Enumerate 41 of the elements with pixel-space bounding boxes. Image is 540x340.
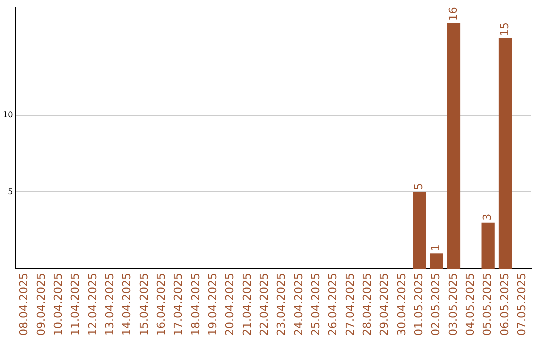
x-tick-label: 15.04.2025 xyxy=(138,273,151,336)
x-tick-label: 30.04.2025 xyxy=(395,273,408,336)
x-tick-label: 07.05.2025 xyxy=(516,273,529,336)
x-tick-label: 28.04.2025 xyxy=(361,273,374,336)
x-tick-label: 05.05.2025 xyxy=(481,273,494,336)
bar xyxy=(498,38,512,270)
x-tick-label: 08.04.2025 xyxy=(18,273,31,336)
x-tick-label: 01.05.2025 xyxy=(412,273,426,336)
bar xyxy=(447,23,461,270)
x-tick-label: 23.04.2025 xyxy=(275,273,288,336)
x-tick-label: 20.04.2025 xyxy=(224,273,237,336)
x-tick-label: 10.04.2025 xyxy=(52,273,65,336)
x-tick-label: 06.05.2025 xyxy=(498,273,512,336)
data-label: 1 xyxy=(430,244,443,252)
x-tick-label: 17.04.2025 xyxy=(172,273,186,336)
x-tick-label: 18.04.2025 xyxy=(189,273,202,336)
x-tick-label: 21.04.2025 xyxy=(240,273,254,336)
data-label: 16 xyxy=(446,7,460,22)
x-tick-label: 02.05.2025 xyxy=(430,273,443,336)
x-tick-label: 27.04.2025 xyxy=(344,273,357,336)
data-label: 3 xyxy=(481,214,494,221)
data-label: 5 xyxy=(412,183,426,190)
x-tick-label: 12.04.2025 xyxy=(86,273,100,336)
x-tick-label: 13.04.2025 xyxy=(103,273,116,336)
x-tick-label: 25.04.2025 xyxy=(309,273,322,336)
x-tick-label: 14.04.2025 xyxy=(120,273,134,336)
x-tick-label: 03.05.2025 xyxy=(446,273,460,336)
x-tick-label: 19.04.2025 xyxy=(206,273,220,336)
x-tick-label: 04.05.2025 xyxy=(464,273,478,336)
data-label: 15 xyxy=(498,22,512,37)
bar xyxy=(482,222,495,270)
x-tick-label: 16.04.2025 xyxy=(154,273,168,336)
bar xyxy=(430,254,444,270)
y-tick-label: 10 xyxy=(2,110,14,120)
x-tick-label: 09.04.2025 xyxy=(34,273,48,336)
x-tick-label: 26.04.2025 xyxy=(326,273,340,336)
x-tick-label: 22.04.2025 xyxy=(258,273,271,336)
x-tick-label: 29.04.2025 xyxy=(378,273,392,336)
x-tick-label: 24.04.2025 xyxy=(292,273,306,336)
x-tick-label: 11.04.2025 xyxy=(69,273,82,336)
bar xyxy=(413,192,426,270)
